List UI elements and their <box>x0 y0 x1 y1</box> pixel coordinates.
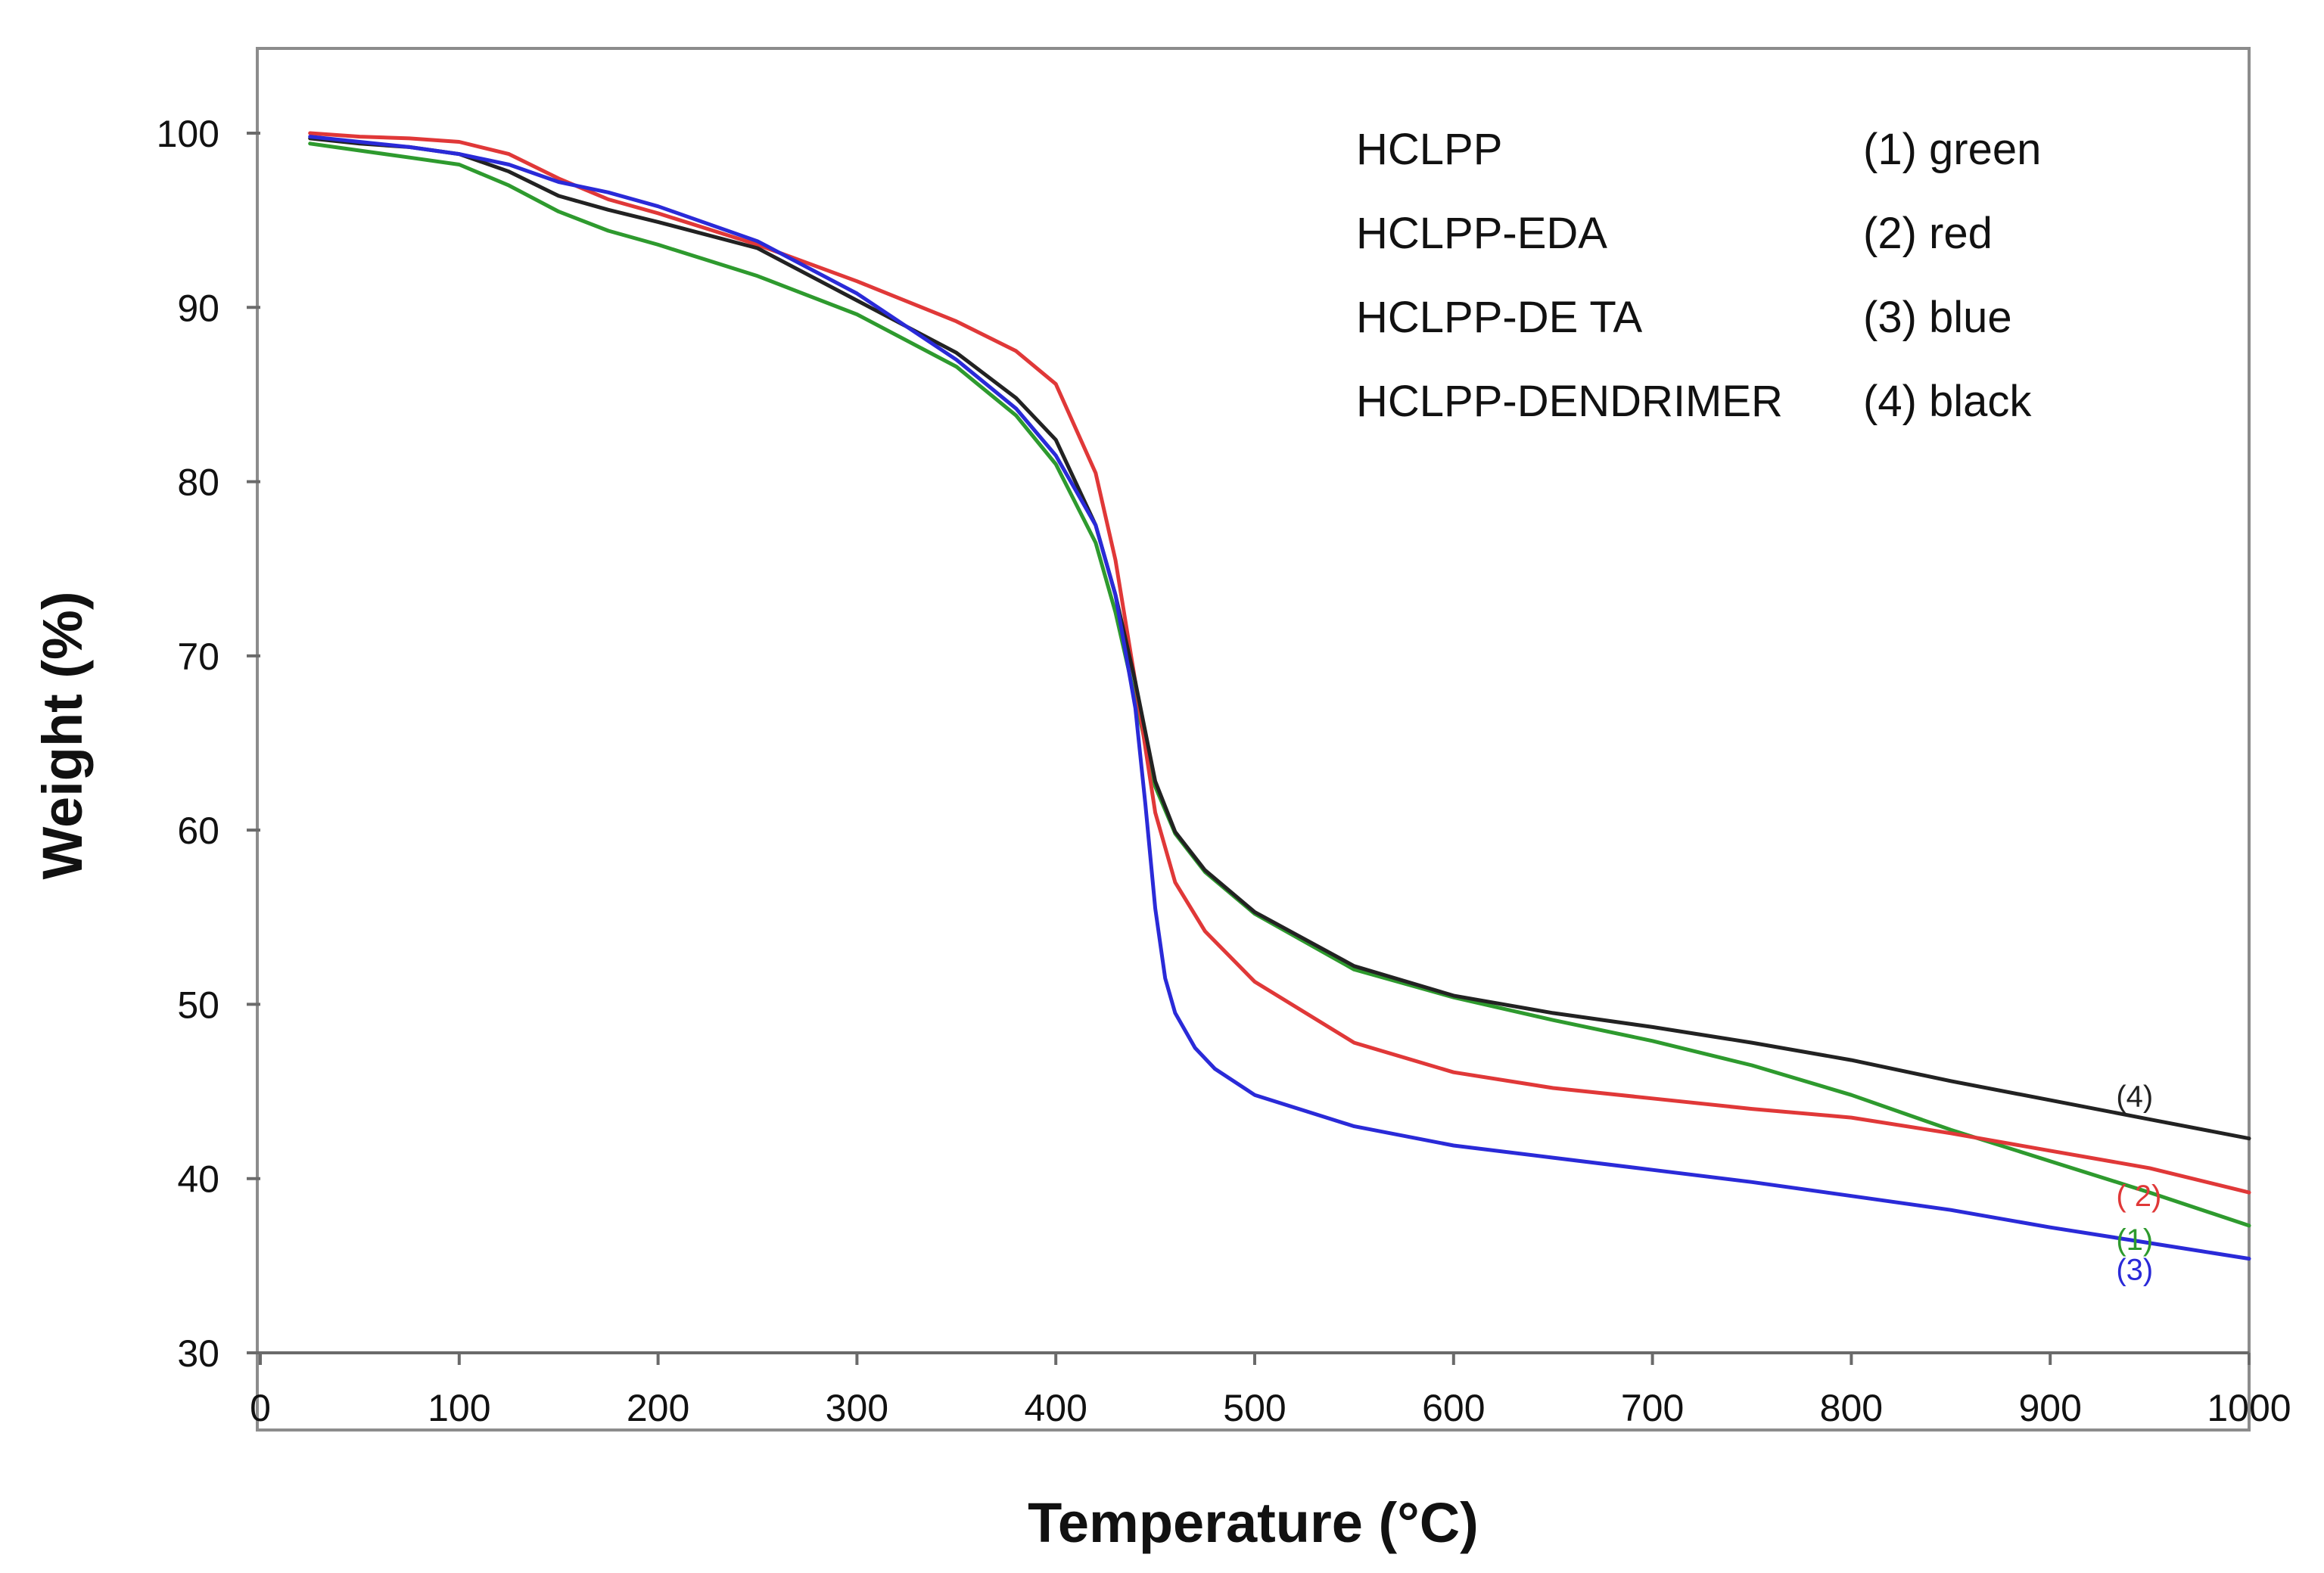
x-tick-label: 500 <box>1223 1387 1286 1429</box>
x-tick-label: 0 <box>250 1387 271 1429</box>
y-tick-label: 40 <box>177 1158 219 1201</box>
y-tick-label: 90 <box>177 287 219 329</box>
legend-entry: HCLPP-DENDRIMER (4) black <box>1356 377 2032 426</box>
series-end-label: (1) <box>2116 1223 2153 1257</box>
legend-entry: HCLPP-EDA (2) red <box>1356 209 1993 258</box>
series-line-3 <box>308 135 2251 1261</box>
x-tick-label: 200 <box>627 1387 689 1429</box>
x-tick-label: 100 <box>428 1387 490 1429</box>
y-tick-label: 60 <box>177 810 219 852</box>
series-end-label: (4) <box>2116 1080 2153 1114</box>
legend-name: HCLPP-DENDRIMER <box>1356 377 1783 426</box>
legend-name: HCLPP <box>1356 125 1502 174</box>
y-axis-title: Weight (%) <box>31 592 94 880</box>
y-axis-ticks: 30 40 50 60 70 80 90 100 <box>157 113 260 1375</box>
series-end-label: ( 2) <box>2116 1180 2161 1213</box>
legend-desc: (1) green <box>1863 125 2041 174</box>
legend-desc: (4) black <box>1863 377 2032 426</box>
legend-name: HCLPP-EDA <box>1356 209 1607 258</box>
x-axis-ticks: 0 100 200 300 400 500 600 700 800 900 1000 <box>250 1353 2291 1429</box>
legend-name: HCLPP-DE TA <box>1356 293 1642 342</box>
series-line-2 <box>308 131 2251 1195</box>
x-axis-title: Temperature (°C) <box>1028 1491 1479 1554</box>
x-tick-label: 900 <box>2018 1387 2081 1429</box>
series-layer <box>308 131 2251 1261</box>
y-tick-label: 30 <box>177 1332 219 1375</box>
legend: HCLPP (1) green HCLPP-EDA (2) red HCLPP-… <box>1356 125 2041 426</box>
x-tick-label: 400 <box>1024 1387 1087 1429</box>
x-tick-label: 300 <box>826 1387 888 1429</box>
legend-entry: HCLPP-DE TA (3) blue <box>1356 293 2012 342</box>
series-end-labels: (1) ( 2) (3) (4) <box>2116 1080 2161 1287</box>
x-tick-label: 800 <box>1820 1387 1883 1429</box>
y-tick-label: 100 <box>157 113 219 155</box>
series-line-4 <box>308 136 2251 1141</box>
y-tick-label: 50 <box>177 984 219 1026</box>
legend-desc: (3) blue <box>1863 293 2012 342</box>
y-tick-label: 70 <box>177 636 219 678</box>
x-tick-label: 700 <box>1621 1387 1684 1429</box>
y-tick-label: 80 <box>177 462 219 504</box>
x-tick-label: 600 <box>1422 1387 1485 1429</box>
series-end-label: (3) <box>2116 1254 2153 1287</box>
legend-entry: HCLPP (1) green <box>1356 125 2041 174</box>
legend-desc: (2) red <box>1863 209 1993 258</box>
chart-frame <box>256 47 2251 1432</box>
x-tick-label: 1000 <box>2207 1387 2291 1429</box>
